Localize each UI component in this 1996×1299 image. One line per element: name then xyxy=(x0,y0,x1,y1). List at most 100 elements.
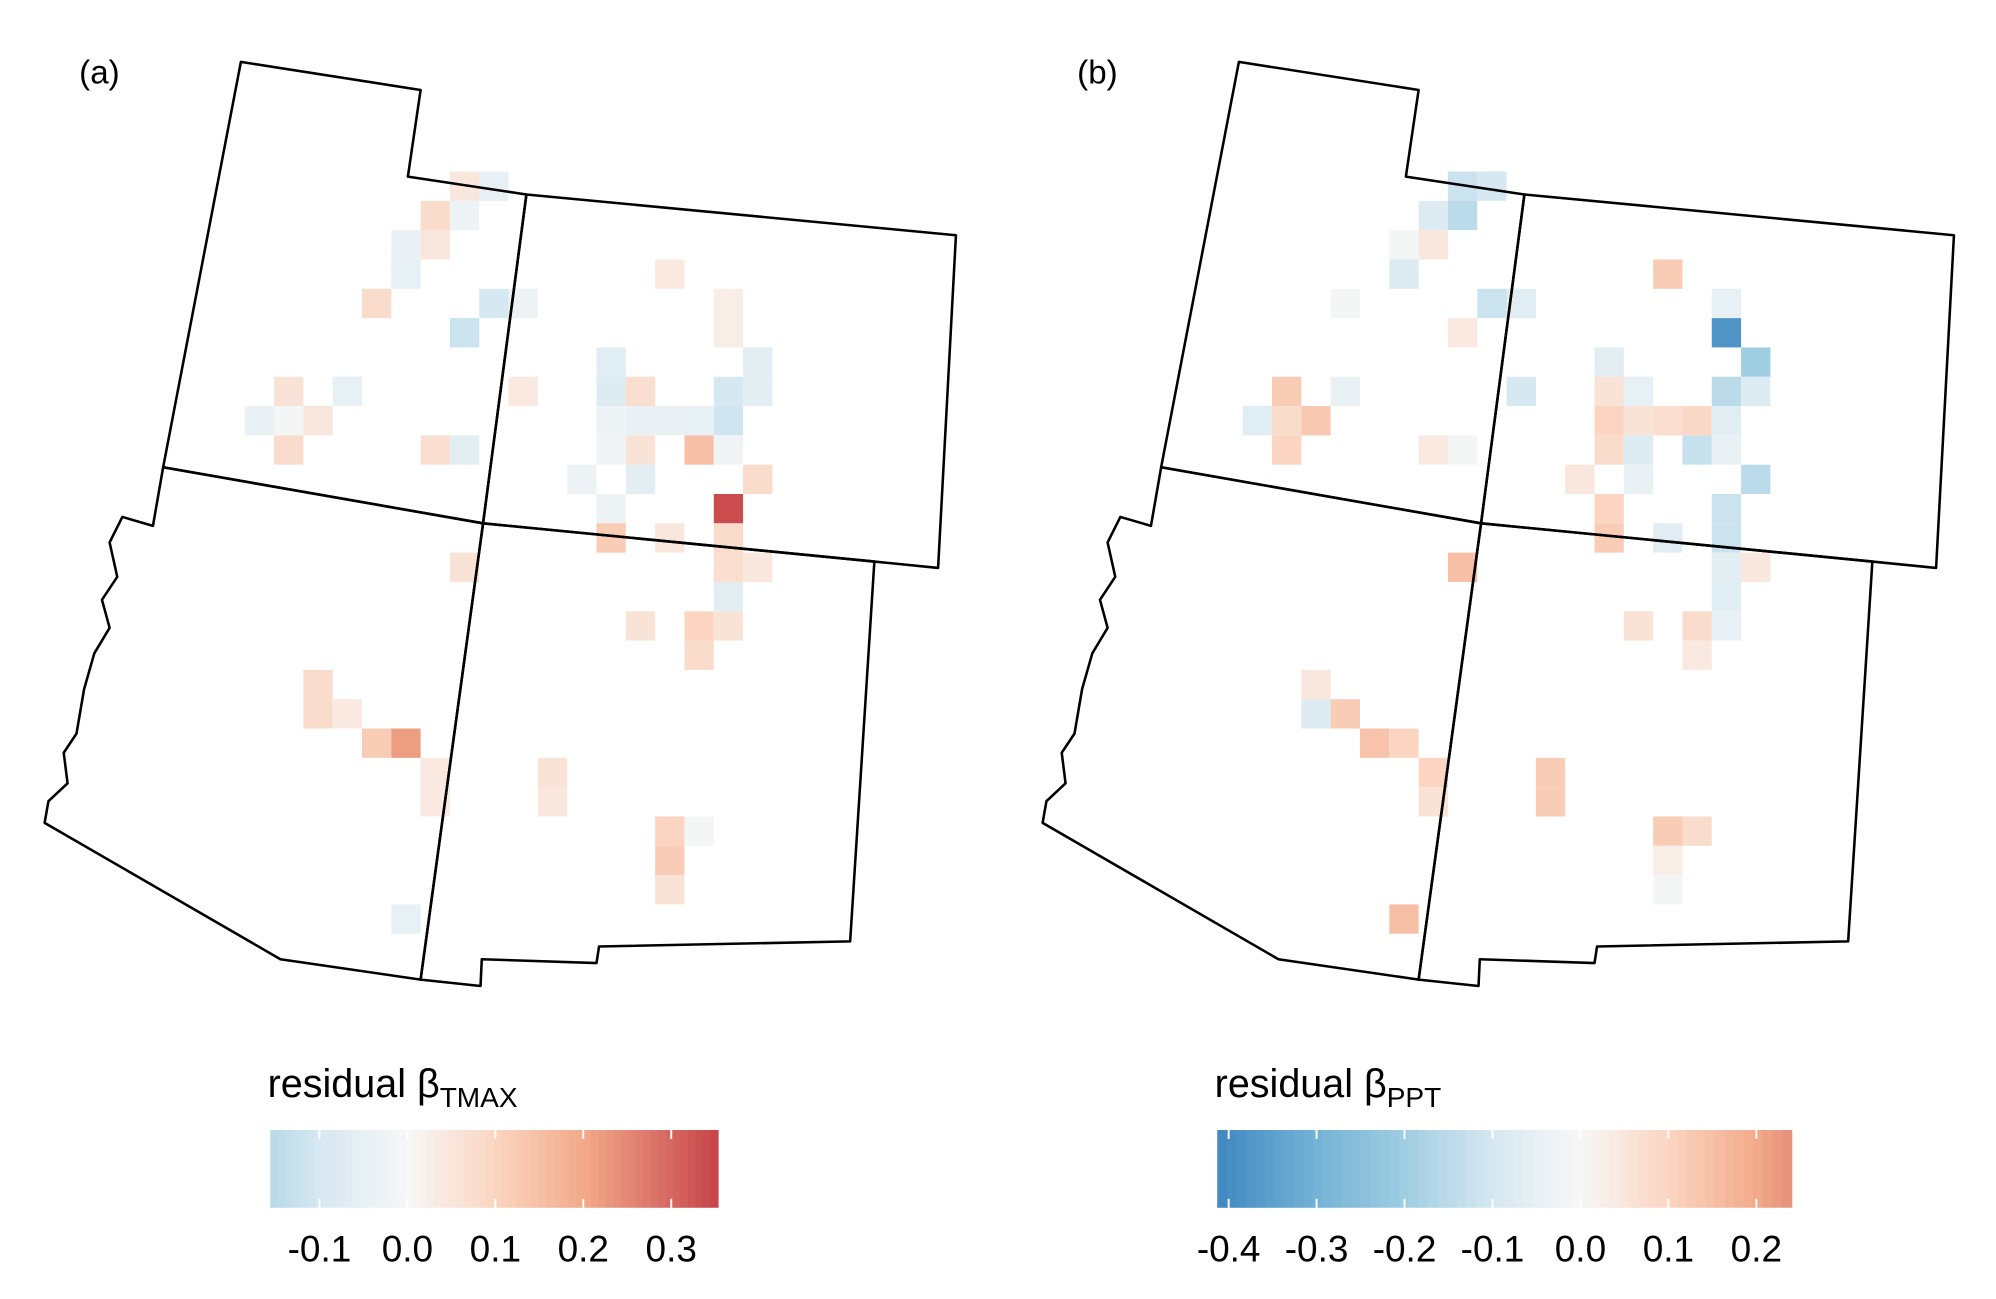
colorbar-step xyxy=(1408,1130,1419,1208)
colorbar-step xyxy=(568,1130,577,1208)
colorbar-step xyxy=(1590,1130,1601,1208)
grid-cell xyxy=(596,376,626,407)
grid-cell xyxy=(1447,318,1478,348)
colorbar-step xyxy=(1293,1130,1305,1208)
grid-cell xyxy=(1594,494,1624,524)
grid-cell xyxy=(508,376,538,407)
colorbar-step xyxy=(1303,1130,1314,1208)
colorbar-step xyxy=(479,1130,488,1208)
colorbar-step xyxy=(307,1130,316,1208)
colorbar-step xyxy=(449,1130,458,1208)
grid-cell xyxy=(655,845,685,876)
colorbar-step xyxy=(1762,1130,1774,1208)
grid-cell xyxy=(1711,318,1742,348)
grid-cell xyxy=(1447,435,1478,465)
colorbar-tick-label: -0.1 xyxy=(288,1228,352,1269)
colorbar-step xyxy=(1475,1130,1486,1208)
colorbar-tick-label: 0.1 xyxy=(1643,1228,1694,1269)
grid-cell xyxy=(1359,728,1390,758)
grid-cell xyxy=(684,816,714,846)
colorbar-step xyxy=(434,1130,443,1208)
colorbar-step xyxy=(322,1130,331,1208)
colorbar-step xyxy=(523,1130,533,1208)
colorbar-step xyxy=(419,1130,428,1208)
grid-cell xyxy=(1272,376,1302,407)
colorbar-tick-label: 0.2 xyxy=(1731,1228,1782,1269)
colorbar-step xyxy=(1217,1130,1228,1208)
colorbar-step xyxy=(404,1130,413,1208)
colorbar-tick-label: -0.4 xyxy=(1197,1228,1261,1269)
grid-cell xyxy=(1711,435,1742,465)
colorbar-step xyxy=(1312,1130,1324,1208)
grid-cell xyxy=(596,347,626,377)
grid-cell xyxy=(1711,611,1742,641)
colorbar-step xyxy=(1351,1130,1362,1208)
panel-label: (b) xyxy=(1077,55,1117,92)
colorbar-step xyxy=(516,1130,525,1208)
grid-cell xyxy=(743,464,773,495)
colorbar-step xyxy=(1284,1130,1295,1208)
grid-cell xyxy=(1682,435,1712,465)
grid-cell xyxy=(1653,259,1683,289)
colorbar-step xyxy=(1724,1130,1735,1208)
colorbar-step xyxy=(665,1130,674,1208)
grid-cell xyxy=(1389,230,1419,260)
colorbar-step xyxy=(1523,1130,1534,1208)
grid-cell xyxy=(713,406,744,436)
grid-cell xyxy=(596,494,626,524)
colorbar-step xyxy=(1274,1130,1285,1208)
colorbar-step xyxy=(367,1130,376,1208)
grid-cell xyxy=(625,611,656,641)
grid-cell xyxy=(1301,406,1331,436)
grid-cell xyxy=(684,435,714,465)
grid-cell xyxy=(1535,757,1566,788)
colorbar-step xyxy=(1485,1130,1496,1208)
colorbar-step xyxy=(1370,1130,1381,1208)
colorbar-step xyxy=(1513,1130,1525,1208)
grid-cell xyxy=(684,640,714,670)
grid-cell xyxy=(713,435,744,465)
colorbar-step xyxy=(620,1130,630,1208)
grid-cell xyxy=(303,699,333,729)
colorbar-step xyxy=(1667,1130,1678,1208)
grid-cell xyxy=(1711,288,1742,319)
grid-cell xyxy=(1711,406,1742,436)
grid-cell xyxy=(1506,376,1536,407)
colorbar-step xyxy=(1504,1130,1515,1208)
colorbar-step xyxy=(352,1130,361,1208)
grid-cell xyxy=(244,406,275,436)
colorbar-step xyxy=(1609,1130,1620,1208)
colorbar-step xyxy=(1245,1130,1257,1208)
colorbar-step xyxy=(1494,1130,1506,1208)
grid-cell xyxy=(1301,669,1331,700)
colorbar-step xyxy=(426,1130,436,1208)
colorbar-step xyxy=(1781,1130,1793,1208)
grid-cell xyxy=(1623,376,1654,407)
colorbar-step xyxy=(1619,1130,1630,1208)
colorbar-step xyxy=(374,1130,383,1208)
grid-cell xyxy=(274,435,304,465)
grid-cell xyxy=(684,611,714,641)
grid-cell xyxy=(420,230,450,260)
colorbar-step xyxy=(486,1130,495,1208)
grid-cell xyxy=(1711,552,1742,582)
colorbar-step xyxy=(1686,1130,1697,1208)
grid-cell xyxy=(1272,406,1302,436)
grid-cell xyxy=(449,552,480,582)
grid-cell xyxy=(303,669,333,700)
colorbar-step xyxy=(277,1130,286,1208)
colorbar-step xyxy=(598,1130,607,1208)
colorbar-step xyxy=(1743,1130,1754,1208)
colorbar-step xyxy=(650,1130,659,1208)
grid-cell xyxy=(713,581,744,612)
colorbar-step xyxy=(1437,1130,1448,1208)
grid-cell xyxy=(1682,640,1712,670)
grid-cell xyxy=(1653,875,1683,905)
legend-title-text: residual β xyxy=(268,1062,440,1106)
colorbar-step xyxy=(1456,1130,1467,1208)
colorbar-step xyxy=(300,1130,309,1208)
colorbar-tick-label: 0.3 xyxy=(646,1228,697,1269)
colorbar-step xyxy=(1418,1130,1429,1208)
grid-cell xyxy=(655,875,685,905)
colorbar-step xyxy=(337,1130,346,1208)
